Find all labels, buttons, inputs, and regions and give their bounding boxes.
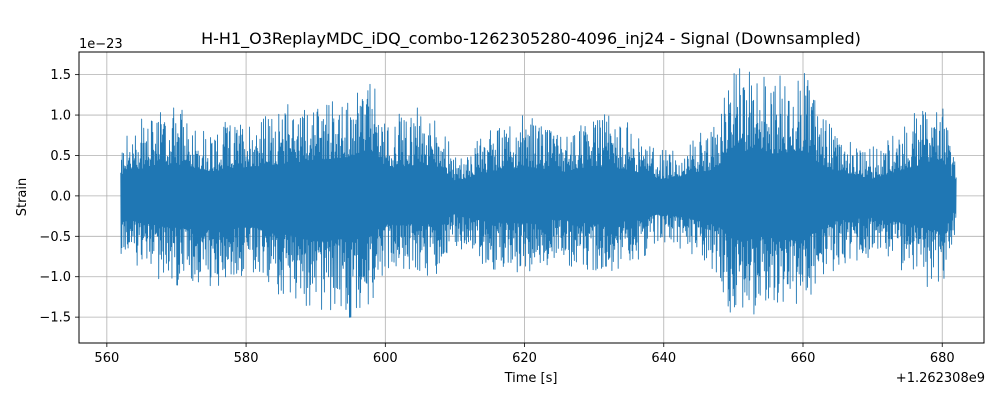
signal-line [120,68,957,318]
y-tick-label: 0.0 [50,189,71,204]
y-tick-label: −1.5 [39,311,71,326]
y-tick-label: 0.5 [50,149,71,164]
x-tick-label: 620 [512,351,537,366]
x-axis: 560 580 600 620 640 660 680 [94,343,955,366]
chart-title: H-H1_O3ReplayMDC_iDQ_combo-1262305280-40… [201,29,861,49]
x-axis-label: Time [s] [504,371,558,386]
y-tick-label: −0.5 [39,230,71,245]
signal-series [120,68,957,318]
x-offset-label: +1.262308e9 [896,371,985,386]
y-tick-label: 1.5 [50,68,71,83]
x-tick-label: 560 [94,351,119,366]
y-axis-label: Strain [15,178,30,217]
x-tick-label: 640 [651,351,676,366]
y-scale-label: 1e−23 [79,37,123,52]
x-tick-label: 580 [234,351,259,366]
y-axis: −1.5 −1.0 −0.5 0.0 0.5 1.0 1.5 [39,68,79,326]
x-tick-label: 600 [373,351,398,366]
x-tick-label: 680 [930,351,955,366]
plot-frame [78,51,985,344]
y-tick-label: 1.0 [50,109,71,124]
y-tick-label: −1.0 [39,270,71,285]
x-tick-label: 660 [791,351,816,366]
